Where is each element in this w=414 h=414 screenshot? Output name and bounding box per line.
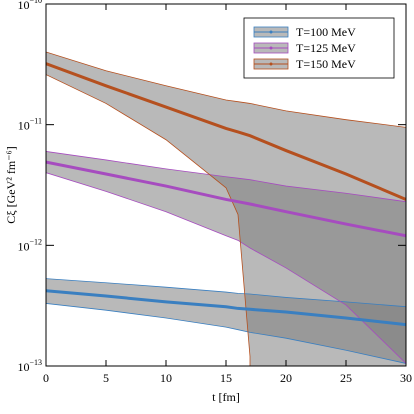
legend-label: T=100 MeV <box>296 25 356 39</box>
band-upper <box>46 51 406 128</box>
y-tick-label: 10−13 <box>17 358 42 374</box>
band-lower <box>46 303 406 364</box>
x-tick-label: 25 <box>340 371 352 385</box>
x-tick-label: 30 <box>400 371 412 385</box>
y-tick-base: 10 <box>17 360 29 374</box>
band-upper <box>46 151 406 203</box>
legend-marker <box>269 46 273 50</box>
y-tick-exponent: −10 <box>29 0 42 5</box>
band-lower <box>46 172 406 364</box>
band <box>46 52 250 357</box>
x-tick-label: 20 <box>280 371 292 385</box>
legend-label: T=125 MeV <box>296 41 356 55</box>
legend-marker <box>269 30 273 34</box>
x-tick-label: 5 <box>103 371 109 385</box>
y-tick-base: 10 <box>17 239 29 253</box>
y-tick-label: 10−11 <box>18 116 42 132</box>
x-axis-label: t [fm] <box>212 390 240 404</box>
y-tick-exponent: −13 <box>29 358 42 367</box>
y-tick-label: 10−12 <box>17 237 42 253</box>
series-line <box>46 62 406 201</box>
plot-area <box>46 51 406 366</box>
y-axis-label: Cξ [GeV² fm⁻⁶] <box>4 146 18 223</box>
band-lower <box>46 74 251 366</box>
band-tail <box>250 103 406 366</box>
legend-marker <box>269 62 273 66</box>
x-tick-label: 10 <box>160 371 172 385</box>
legend-label: T=150 MeV <box>296 57 356 71</box>
x-tick-label: 0 <box>43 371 49 385</box>
series-line <box>46 289 406 327</box>
series-line <box>46 160 406 238</box>
x-tick-label: 15 <box>220 371 232 385</box>
band-upper <box>46 278 406 308</box>
y-tick-base: 10 <box>17 0 29 12</box>
y-tick-exponent: −12 <box>29 237 42 246</box>
y-tick-label: 10−10 <box>17 0 42 12</box>
y-tick-base: 10 <box>18 118 30 132</box>
legend: T=100 MeV T=125 MeV T=150 MeV <box>243 17 395 79</box>
y-tick-exponent: −11 <box>30 116 42 125</box>
